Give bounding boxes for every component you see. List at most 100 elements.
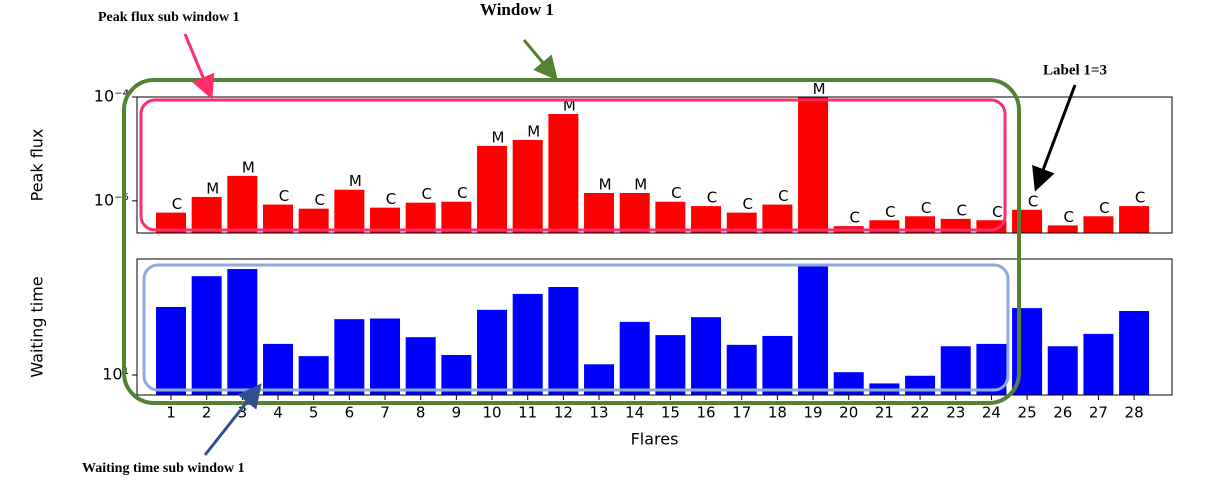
bar [1119, 206, 1150, 233]
axes-frame [136, 96, 1173, 234]
class-label: C [314, 191, 324, 209]
x-tick-label: 4 [273, 404, 283, 422]
annotation: Peak flux sub window 1 [98, 10, 240, 25]
bar [1119, 311, 1150, 395]
class-label: C [885, 203, 895, 221]
bar [477, 309, 508, 395]
class-label: M [492, 128, 505, 146]
x-tick-label: 27 [1089, 404, 1108, 422]
class-label: M [349, 172, 362, 190]
x-tick-label: 12 [554, 404, 573, 422]
annotation: Label 1=3 [1043, 62, 1107, 78]
x-tick-label: 3 [238, 404, 248, 422]
bar [691, 317, 722, 395]
x-tick-label: 28 [1125, 404, 1144, 422]
y-axis-label: Peak flux [28, 129, 47, 202]
x-tick-label: 10 [482, 404, 501, 422]
bar [156, 306, 186, 395]
bar [1083, 333, 1114, 395]
bar [227, 175, 258, 233]
bar [441, 355, 472, 395]
bar [477, 145, 508, 233]
bar [263, 204, 294, 233]
x-tick-label: 5 [309, 404, 319, 422]
x-tick-label: 11 [518, 404, 537, 422]
x-tick-label: 17 [732, 404, 751, 422]
x-tick-label: 6 [345, 404, 355, 422]
bar [191, 196, 222, 233]
bar [619, 321, 650, 395]
bar [191, 276, 222, 395]
x-tick-label: 19 [804, 404, 823, 422]
bar [548, 113, 579, 233]
x-tick-label: 1 [166, 404, 176, 422]
y-axis-label: Waiting time [28, 276, 47, 377]
bar [1047, 346, 1078, 395]
bar [548, 287, 579, 395]
peak-window-box [139, 98, 1007, 232]
class-label: M [599, 175, 612, 193]
class-label: C [992, 203, 1002, 221]
bar [441, 201, 472, 233]
class-label: M [634, 175, 647, 193]
annotation: Waiting time sub window 1 [82, 461, 245, 476]
bar [370, 318, 401, 395]
arrow [183, 33, 215, 100]
bar [655, 201, 686, 233]
class-label: C [421, 185, 431, 203]
x-tick-label: 24 [982, 404, 1001, 422]
class-label: C [386, 190, 396, 208]
bar [334, 189, 365, 233]
bar [1083, 216, 1114, 233]
class-label: C [172, 195, 182, 213]
bar [726, 212, 757, 233]
bar [156, 212, 186, 233]
window-box [122, 78, 1021, 405]
x-tick-label: 15 [661, 404, 680, 422]
waiting-window-box [142, 263, 1010, 392]
bar [405, 202, 436, 233]
bar [512, 293, 543, 395]
bar [833, 372, 864, 395]
x-tick-label: 2 [202, 404, 212, 422]
bar [227, 269, 258, 395]
class-label: C [921, 199, 931, 217]
class-label: C [457, 184, 467, 202]
bar [655, 335, 686, 395]
class-label: C [778, 187, 788, 205]
x-axis-label: Flares [631, 430, 679, 449]
class-label: C [671, 184, 681, 202]
x-tick-label: 14 [625, 404, 644, 422]
bar [940, 346, 971, 395]
bar [762, 204, 793, 233]
class-label: M [527, 122, 540, 140]
class-label: C [1099, 199, 1109, 217]
class-label: C [1064, 208, 1074, 226]
x-tick-label: 7 [380, 404, 390, 422]
class-label: C [1135, 189, 1145, 207]
bar [798, 265, 829, 395]
x-tick-label: 13 [589, 404, 608, 422]
class-label: C [849, 209, 859, 227]
arrow [522, 39, 558, 81]
x-tick-label: 25 [1018, 404, 1037, 422]
class-label: C [707, 189, 717, 207]
bar [798, 97, 829, 233]
bar [619, 192, 650, 233]
x-tick-label: 16 [697, 404, 716, 422]
class-label: M [242, 158, 255, 176]
x-tick-label: 26 [1053, 404, 1072, 422]
bar [263, 343, 294, 395]
bar [584, 192, 615, 233]
y-tick-label: 10⁻⁴ [94, 87, 129, 106]
axes-frame [136, 258, 1173, 396]
bar [762, 335, 793, 395]
arrow [1032, 84, 1077, 192]
class-label: M [206, 179, 219, 197]
annotation: Window 1 [480, 0, 554, 19]
bar [512, 139, 543, 233]
bar [334, 319, 365, 395]
x-tick-label: 18 [768, 404, 787, 422]
x-tick-label: 22 [911, 404, 930, 422]
